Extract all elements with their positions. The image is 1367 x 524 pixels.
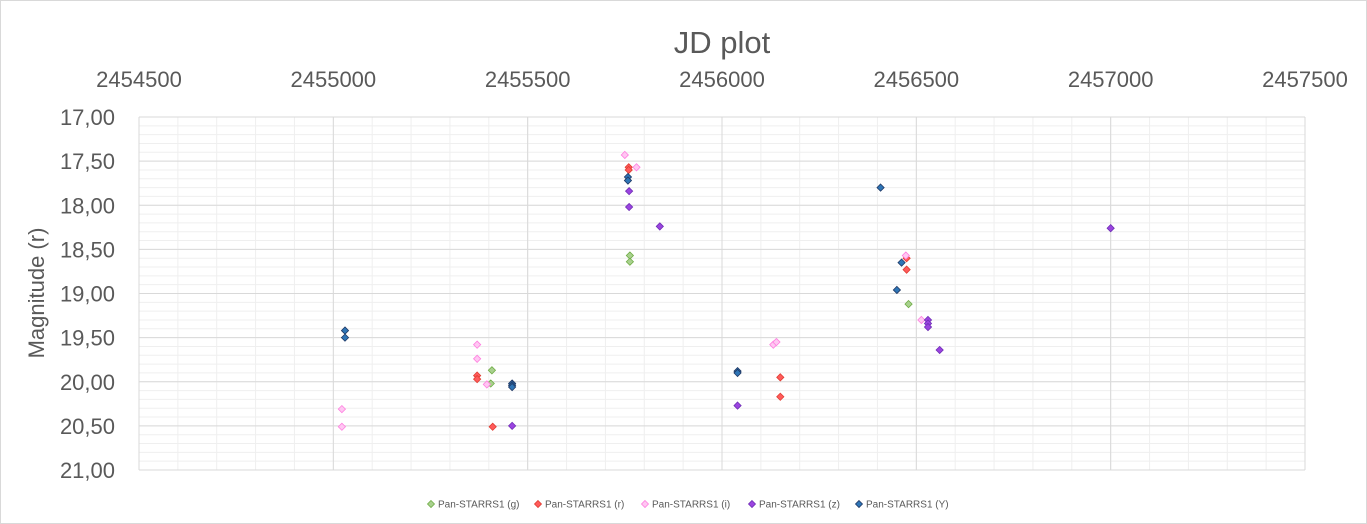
y-tick-label: 18,50 [60,237,115,262]
data-point-series-4 [340,333,350,342]
data-point-series-4 [623,176,633,185]
data-point-series-1 [776,392,785,401]
data-point-series-2 [482,380,492,389]
y-tick-label: 18,00 [60,193,115,218]
data-point-series-4 [876,183,885,192]
x-axis-ticks: 2454500 2455000 2455500 2456000 2456500 24570… [96,67,1348,92]
data-point-series-0 [625,257,635,266]
legend-item: Pan-STARRS1 (i) [640,499,730,511]
data-point-series-3 [1106,224,1115,233]
legend-item: Pan-STARRS1 (r) [533,499,624,511]
legend-item: Pan-STARRS1 (Y) [854,499,949,511]
legend-marker [426,499,436,509]
y-tick-label: 17,50 [60,149,115,174]
data-point-series-0 [487,366,497,375]
y-tick-label: 21,00 [60,458,115,483]
data-point-series-2 [632,163,641,172]
legend-label: Pan-STARRS1 (g) [438,500,520,511]
data-point-series-3 [507,421,517,431]
x-tick-label: 2455000 [291,67,377,92]
y-tick-label: 20,50 [60,414,115,439]
data-point-series-3 [655,222,664,231]
data-point-series-4 [897,258,906,267]
data-point-series-1 [902,265,911,274]
legend-marker [854,499,864,509]
legend-marker [640,499,650,509]
data-point-series-4 [340,326,350,335]
x-tick-label: 2454500 [96,67,182,92]
data-point-series-2 [620,150,629,160]
x-tick-label: 2455500 [485,67,571,92]
data-point-series-2 [472,340,482,349]
data-point-series-1 [776,373,785,382]
data-point-series-3 [624,202,634,212]
y-axis-ticks: 17,00 17,50 18,00 18,50 19,00 19,50 20,00 20,50… [60,105,115,483]
legend-item: Pan-STARRS1 (z) [747,499,840,511]
x-tick-label: 2457000 [1068,67,1154,92]
legend-marker [747,499,757,509]
legend: Pan-STARRS1 (g) Pan-STARRS1 (r) Pan-STARRS… [426,499,949,511]
data-point-series-2 [337,404,347,414]
data-point-series-3 [935,345,944,355]
data-point-series-3 [923,322,933,332]
data-point-series-2 [337,422,347,431]
data-points [337,150,1115,431]
x-tick-label: 2457500 [1262,67,1348,92]
y-tick-label: 19,00 [60,282,115,307]
legend-label: Pan-STARRS1 (Y) [866,500,949,511]
legend-label: Pan-STARRS1 (z) [759,500,840,511]
legend-marker [533,499,543,509]
data-point-series-2 [901,251,911,260]
data-point-series-2 [772,337,781,347]
data-point-series-3 [733,401,742,410]
chart-title: JD plot [674,25,771,60]
data-point-series-0 [904,299,913,309]
y-tick-label: 19,50 [60,326,115,351]
data-point-series-4 [892,285,902,295]
data-point-series-2 [917,315,926,325]
data-point-series-4 [733,368,742,378]
data-point-series-4 [507,382,517,392]
x-tick-label: 2456500 [874,67,960,92]
y-axis-title: Magnitude (r) [24,228,49,359]
data-point-series-1 [472,374,482,384]
legend-label: Pan-STARRS1 (r) [545,500,624,511]
x-tick-label: 2456000 [679,67,765,92]
grid-lines [138,116,1306,471]
y-tick-label: 20,00 [60,370,115,395]
y-tick-label: 17,00 [60,105,115,130]
legend-item: Pan-STARRS1 (g) [426,499,520,511]
data-point-series-1 [488,422,497,431]
data-point-series-3 [624,186,634,196]
data-point-series-1 [624,165,633,175]
data-point-series-2 [472,354,482,363]
legend-label: Pan-STARRS1 (i) [652,500,730,511]
